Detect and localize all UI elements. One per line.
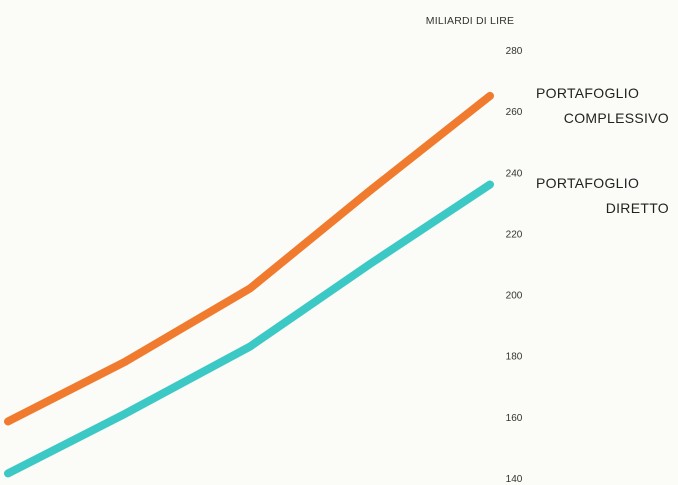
lines-layer	[4, 91, 494, 478]
series-label-portafoglio-diretto: PORTAFOGLIO DIRETTO	[536, 175, 669, 216]
series-label-line: PORTAFOGLIO	[536, 85, 639, 101]
y-tick-label-200: 200	[506, 291, 523, 302]
series-label-line: DIRETTO	[606, 200, 669, 216]
y-tick-label-260: 260	[506, 107, 523, 118]
y-tick-label-240: 240	[506, 168, 523, 179]
y-tick-label-140: 140	[506, 474, 523, 485]
series-label-line: PORTAFOGLIO	[536, 175, 639, 191]
series-label-line: COMPLESSIVO	[564, 110, 669, 126]
y-tick-label-220: 220	[506, 229, 523, 240]
series-label-portafoglio-complessivo: PORTAFOGLIO COMPLESSIVO	[536, 85, 669, 126]
y-tick-label-160: 160	[506, 413, 523, 424]
series-labels: PORTAFOGLIO COMPLESSIVO PORTAFOGLIO DIRETTO	[536, 85, 669, 216]
y-tick-label-180: 180	[506, 352, 523, 363]
y-axis-unit-label: MILIARDI DI LIRE	[426, 15, 514, 27]
y-axis: MILIARDI DI LIRE 140 160 180 200 220 240 260 28…	[426, 15, 523, 485]
y-tick-label-280: 280	[506, 46, 523, 57]
series-line-portafoglio-diretto	[4, 180, 494, 478]
series-line-portafoglio-complessivo	[4, 91, 494, 426]
